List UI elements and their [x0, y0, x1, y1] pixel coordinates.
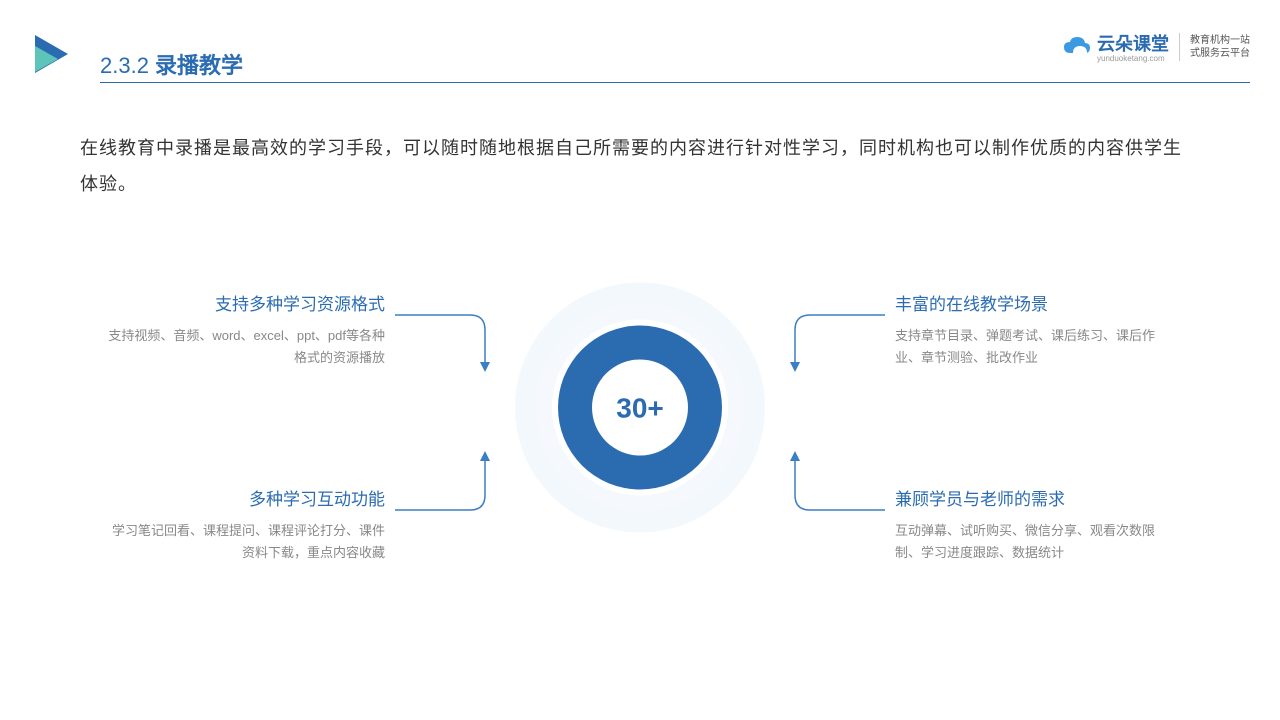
- cloud-icon: [1062, 35, 1092, 59]
- intro-paragraph: 在线教育中录播是最高效的学习手段，可以随时随地根据自己所需要的内容进行针对性学习…: [80, 130, 1200, 202]
- brand-slogan: 教育机构一站 式服务云平台: [1190, 34, 1250, 60]
- title-text: 录播教学: [155, 53, 243, 78]
- brand-logo: 云朵课堂 yunduoketang.com 教育机构一站 式服务云平台: [1062, 30, 1250, 63]
- feature-title: 多种学习互动功能: [105, 485, 385, 510]
- section-number: 2.3.2: [100, 53, 149, 78]
- feature-title: 支持多种学习资源格式: [105, 290, 385, 315]
- brand-name: 云朵课堂: [1097, 34, 1169, 54]
- feature-title: 兼顾学员与老师的需求: [895, 485, 1175, 510]
- center-circle: 30+: [510, 278, 770, 543]
- feature-desc: 学习笔记回看、课程提问、课程评论打分、课件资料下载，重点内容收藏: [105, 520, 385, 564]
- feature-desc: 支持视频、音频、word、excel、ppt、pdf等各种格式的资源播放: [105, 325, 385, 369]
- feature-desc: 支持章节目录、弹题考试、课后练习、课后作业、章节测验、批改作业: [895, 325, 1175, 369]
- slide-header: 2.3.2录播教学 云朵课堂 yunduoketang.com 教育机构一站 式…: [30, 30, 1250, 90]
- feature-bottom-right: 兼顾学员与老师的需求 互动弹幕、试听购买、微信分享、观看次数限制、学习进度跟踪、…: [895, 485, 1175, 564]
- feature-top-left: 支持多种学习资源格式 支持视频、音频、word、excel、ppt、pdf等各种…: [105, 290, 385, 369]
- feature-top-right: 丰富的在线教学场景 支持章节目录、弹题考试、课后练习、课后作业、章节测验、批改作…: [895, 290, 1175, 369]
- brand-domain: yunduoketang.com: [1097, 54, 1169, 63]
- feature-bottom-left: 多种学习互动功能 学习笔记回看、课程提问、课程评论打分、课件资料下载，重点内容收…: [105, 485, 385, 564]
- title-underline: [100, 82, 1250, 83]
- feature-diagram: 30+ 支持多种学习资源格式 支持视频、音频、word、excel、ppt、pd…: [0, 260, 1280, 660]
- play-icon: [30, 30, 78, 83]
- feature-title: 丰富的在线教学场景: [895, 290, 1175, 315]
- center-value: 30+: [616, 393, 664, 424]
- feature-desc: 互动弹幕、试听购买、微信分享、观看次数限制、学习进度跟踪、数据统计: [895, 520, 1175, 564]
- logo-divider: [1179, 33, 1180, 61]
- section-title: 2.3.2录播教学: [100, 48, 243, 80]
